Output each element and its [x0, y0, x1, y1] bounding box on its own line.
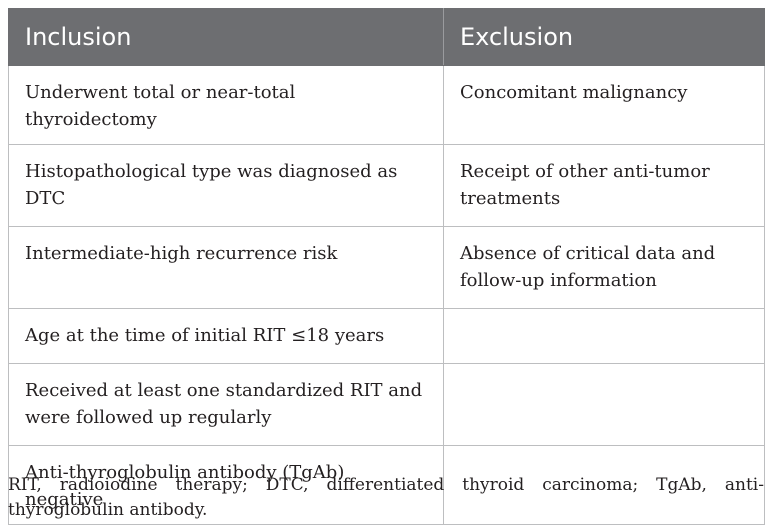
table-row: Received at least one standardized RIT a… [8, 363, 765, 446]
table-footnote: RIT, radioiodine therapy; DTC, different… [8, 475, 764, 520]
inclusion-cell: Received at least one standardized RIT a… [8, 363, 444, 446]
exclusion-cell: Concomitant malignancy [443, 65, 765, 145]
exclusion-cell [443, 445, 765, 525]
exclusion-cell [443, 308, 765, 364]
inclusion-cell: Age at the time of initial RIT ≤18 years [8, 308, 444, 364]
table-row: Underwent total or near-total thyroidect… [8, 65, 765, 145]
header-inclusion: Inclusion [8, 8, 444, 66]
table-row: Intermediate-high recurrence risk Absenc… [8, 226, 765, 309]
table-row: Anti-thyroglobulin antibody (TgAb) negat… [8, 445, 765, 525]
exclusion-cell: Absence of critical data and follow-up i… [443, 226, 765, 309]
inclusion-cell: Intermediate-high recurrence risk [8, 226, 444, 309]
inclusion-cell: Histopathological type was diagnosed as … [8, 144, 444, 227]
table-row: Histopathological type was diagnosed as … [8, 144, 765, 227]
criteria-table: Inclusion Exclusion Underwent total or n… [8, 8, 765, 525]
table-row: Age at the time of initial RIT ≤18 years [8, 308, 765, 364]
exclusion-cell: Receipt of other anti-tumor treatments [443, 144, 765, 227]
inclusion-cell: Underwent total or near-total thyroidect… [8, 65, 444, 145]
header-exclusion: Exclusion [443, 8, 765, 66]
inclusion-cell: Anti-thyroglobulin antibody (TgAb) negat… [8, 445, 444, 525]
table-header-row: Inclusion Exclusion [8, 8, 765, 66]
exclusion-cell [443, 363, 765, 446]
criteria-table-container: Inclusion Exclusion Underwent total or n… [8, 8, 765, 525]
